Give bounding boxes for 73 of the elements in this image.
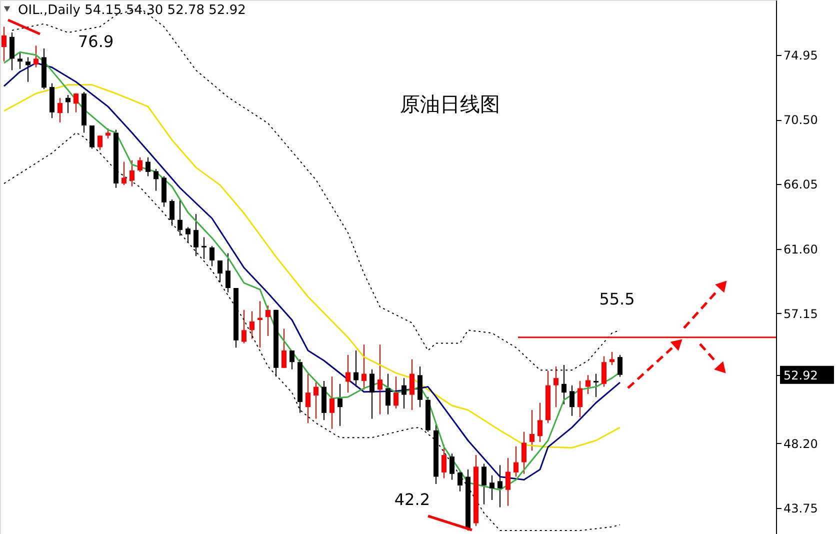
y-tick-label: 61.60 bbox=[784, 242, 818, 256]
y-tick-label: 52.92 bbox=[784, 368, 818, 382]
candlestick bbox=[210, 245, 214, 267]
candlestick bbox=[354, 350, 358, 388]
candlestick bbox=[530, 410, 534, 452]
candlestick bbox=[498, 464, 502, 508]
candlestick bbox=[402, 378, 406, 410]
y-tick-label: 70.50 bbox=[784, 113, 818, 128]
candlestick bbox=[586, 374, 590, 395]
candlestick bbox=[482, 463, 486, 505]
candlestick bbox=[202, 236, 206, 260]
candlestick bbox=[282, 328, 286, 368]
candlestick bbox=[194, 214, 198, 257]
candlestick bbox=[250, 310, 254, 340]
candlestick bbox=[106, 128, 110, 140]
candlestick bbox=[490, 474, 494, 501]
candlestick bbox=[386, 373, 390, 415]
candlestick bbox=[330, 376, 334, 430]
candlestick bbox=[186, 226, 190, 244]
candlestick bbox=[602, 356, 606, 388]
candlestick bbox=[130, 160, 134, 187]
candlestick bbox=[306, 373, 310, 424]
candlestick bbox=[242, 309, 246, 344]
candlestick bbox=[594, 373, 598, 398]
candlestick bbox=[346, 354, 350, 394]
candlestick bbox=[378, 344, 382, 415]
candlestick bbox=[290, 350, 294, 370]
y-tick-label: 48.20 bbox=[784, 436, 818, 451]
candlestick bbox=[570, 384, 574, 416]
ref-line-label: 55.5 bbox=[599, 289, 635, 308]
candlestick bbox=[74, 93, 78, 113]
candlestick bbox=[34, 45, 38, 68]
candlestick bbox=[450, 453, 454, 480]
candlestick bbox=[26, 56, 30, 82]
candlestick bbox=[578, 380, 582, 418]
candlestick bbox=[314, 382, 318, 420]
candlestick bbox=[66, 94, 70, 114]
candlestick bbox=[226, 252, 230, 293]
candlestick bbox=[538, 402, 542, 442]
candlestick bbox=[258, 300, 262, 348]
candlestick bbox=[170, 198, 174, 226]
candlestick bbox=[58, 97, 62, 124]
candlestick bbox=[2, 26, 6, 62]
candlestick bbox=[138, 156, 142, 172]
y-tick-label: 66.05 bbox=[784, 178, 818, 192]
candlestick bbox=[506, 457, 510, 506]
candlestick bbox=[522, 431, 526, 474]
candlestick bbox=[514, 446, 518, 478]
candlestick bbox=[154, 168, 158, 192]
y-tick-label: 43.75 bbox=[784, 502, 818, 516]
candlestick bbox=[458, 470, 462, 492]
y-tick-label: 74.95 bbox=[784, 48, 818, 63]
y-tick-label: 57.15 bbox=[784, 306, 818, 321]
candlestick bbox=[98, 135, 102, 151]
candlestick bbox=[394, 376, 398, 410]
annotation: OIL.,Daily 54.15 54.30 52.78 52.92 bbox=[18, 3, 246, 18]
candlestick bbox=[370, 368, 374, 420]
annotation: 42.2 bbox=[394, 490, 430, 509]
candlestick bbox=[362, 344, 366, 390]
annotation: 76.9 bbox=[78, 32, 114, 51]
candlestick bbox=[338, 383, 342, 426]
candlestick bbox=[218, 260, 222, 283]
candlestick bbox=[610, 351, 614, 366]
candlestick bbox=[122, 161, 126, 186]
candlestick bbox=[618, 354, 622, 378]
candlestick bbox=[146, 156, 150, 177]
candlestick bbox=[178, 198, 182, 236]
candlestick bbox=[410, 358, 414, 411]
candlestick bbox=[554, 366, 558, 408]
candlestick bbox=[18, 52, 22, 70]
candlestick bbox=[266, 304, 270, 336]
candlestick bbox=[442, 444, 446, 479]
text: 原油日线图 bbox=[400, 92, 500, 116]
